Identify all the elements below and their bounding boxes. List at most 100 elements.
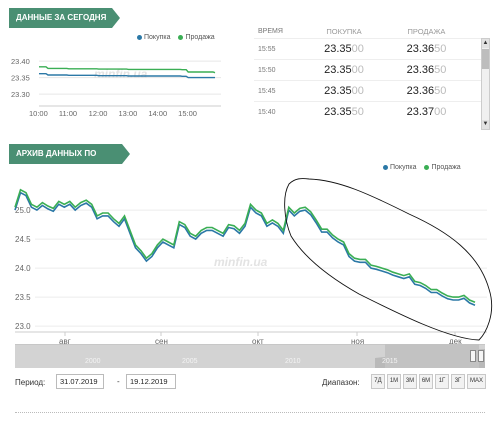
quote-sell: 23.3650 [384,64,469,76]
history-chart: 23.0 23.5 24.0 24.5 25.0 авг сен окт ноя дек minfi… [14,178,493,346]
quote-sell: 23.3700 [384,106,469,118]
navigator-year-label: 2005 [182,358,198,365]
y-tick-label: 24.5 [15,235,31,244]
quote-row: 15:40 23.3550 23.3700 [254,101,486,122]
x-tick-label: 11:00 [59,109,77,118]
quote-buy-tail: 00 [351,64,364,76]
quote-buy-main: 23.35 [324,64,352,76]
date-from-input[interactable]: 31.07.2019 [56,374,104,389]
range-buttons: 7Д 1М 3М 6М 1Г 3Г MAX [371,374,486,389]
scroll-down-icon[interactable]: ▼ [482,120,489,129]
x-tick-label: авг [59,337,71,346]
legend-buy-label: Покупка [144,34,171,41]
range-button[interactable]: 6М [419,374,433,389]
quote-sell-main: 23.36 [406,43,435,55]
quote-buy-tail: 50 [351,106,364,118]
x-tick-label: 10:00 [29,109,48,118]
history-legend: Покупка Продажа [383,164,461,171]
navigator-left-handle[interactable] [470,350,476,362]
quote-sell: 23.3650 [384,43,469,55]
y-tick-label: 25.0 [15,206,31,215]
header-sell: ПРОДАЖА [407,26,446,36]
quotes-table: ВРЕМЯ ПОКУПКА ПРОДАЖА 15:55 23.3500 23.365… [254,24,490,130]
today-title: ДАННЫЕ ЗА СЕГОДНЯ [9,8,120,28]
range-button[interactable]: 3Г [451,374,465,389]
legend-sell[interactable]: Продажа [178,34,215,41]
x-tick-label: сен [155,337,168,346]
series-line-buy [39,73,215,79]
x-tick-label: 14:00 [148,109,167,118]
range-button[interactable]: MAX [467,374,486,389]
range-button[interactable]: 3М [403,374,417,389]
today-panel: ДАННЫЕ ЗА СЕГОДНЯ Покупка Продажа 23.30 2… [9,4,233,128]
header-time: ВРЕМЯ [258,27,283,35]
quote-sell-main: 23.37 [406,106,435,118]
quote-row: 15:50 23.3500 23.3650 [254,59,486,80]
range-button[interactable]: 1М [387,374,401,389]
quote-buy-main: 23.35 [324,85,352,97]
navigator-year-label: 2010 [285,358,301,365]
y-tick-label: 23.5 [15,293,31,302]
quote-sell-tail: 50 [434,43,447,55]
annotation-oval [284,178,493,341]
legend-buy[interactable]: Покупка [137,34,170,41]
y-tick-label: 23.40 [11,57,30,66]
range-button[interactable]: 1Г [435,374,449,389]
hist-legend-sell-label: Продажа [431,164,461,171]
quote-row: 15:45 23.3500 23.3650 [254,80,486,101]
quote-sell-tail: 50 [434,64,447,76]
series-line-sell [14,188,476,304]
quote-buy: 23.3550 [304,106,384,118]
quote-buy: 23.3500 [304,64,384,76]
period-controls: Период: 31.07.2019 - 19.12.2019 Диапазон… [15,374,486,392]
quote-buy-main: 23.35 [324,106,352,118]
x-tick-label: 12:00 [89,109,108,118]
watermark: minfin.ua [94,67,148,81]
x-tick-label: окт [252,337,264,346]
scroll-up-icon[interactable]: ▲ [482,39,489,48]
quote-row: 15:55 23.3500 23.3650 [254,38,486,59]
navigator-selection[interactable] [385,344,479,368]
hist-legend-sell-dot-icon [424,164,430,170]
hist-legend-sell[interactable]: Продажа [424,164,461,171]
quote-time: 15:55 [258,45,276,53]
navigator-year-label: 2015 [382,358,398,365]
range-button[interactable]: 7Д [371,374,385,389]
legend-sell-label: Продажа [185,34,215,41]
history-panel: АРХИВ ДАННЫХ ПО ДНЯМ Покупка Продажа 23.… [9,144,493,346]
today-chart: 23.30 23.35 23.40 10:00 11:00 12:00 13:00 14:00… [11,57,221,118]
quote-sell-main: 23.36 [406,85,435,97]
x-tick-label: 15:00 [178,109,197,118]
quote-buy-tail: 00 [351,43,364,55]
quote-time: 15:40 [258,108,276,116]
x-tick-label: ноя [351,337,364,346]
quote-time: 15:50 [258,66,276,74]
quotes-scrollbar[interactable]: ▲ ▼ [481,38,490,130]
date-to-input[interactable]: 19.12.2019 [126,374,176,389]
hist-legend-buy[interactable]: Покупка [383,164,416,171]
x-tick-label: 13:00 [119,109,138,118]
history-title: АРХИВ ДАННЫХ ПО ДНЯМ [9,144,130,178]
scroll-thumb[interactable] [482,49,489,69]
date-dash: - [117,377,120,386]
legend-buy-dot-icon [137,34,142,40]
quote-rows: 15:55 23.3500 23.3650 15:50 23.3500 23.3650 15… [254,38,486,122]
range-navigator[interactable]: 2000 2005 2010 2015 [15,344,485,368]
y-tick-label: 24.0 [15,264,31,273]
quote-buy-tail: 00 [351,85,364,97]
y-tick-label: 23.35 [11,74,30,83]
quote-buy: 23.3500 [304,85,384,97]
navigator-right-handle[interactable] [478,350,484,362]
bottom-divider [15,412,485,413]
hist-legend-buy-label: Покупка [390,164,417,171]
legend-sell-dot-icon [178,34,184,40]
today-legend: Покупка Продажа [137,34,215,41]
quote-buy-main: 23.35 [324,43,352,55]
series-line-sell [39,66,216,74]
watermark: minfin.ua [214,255,268,269]
quote-sell-tail: 50 [434,85,447,97]
y-tick-label: 23.30 [11,90,30,99]
header-buy: ПОКУПКА [326,26,362,36]
quote-buy: 23.3500 [304,43,384,55]
hist-legend-buy-dot-icon [383,164,388,170]
